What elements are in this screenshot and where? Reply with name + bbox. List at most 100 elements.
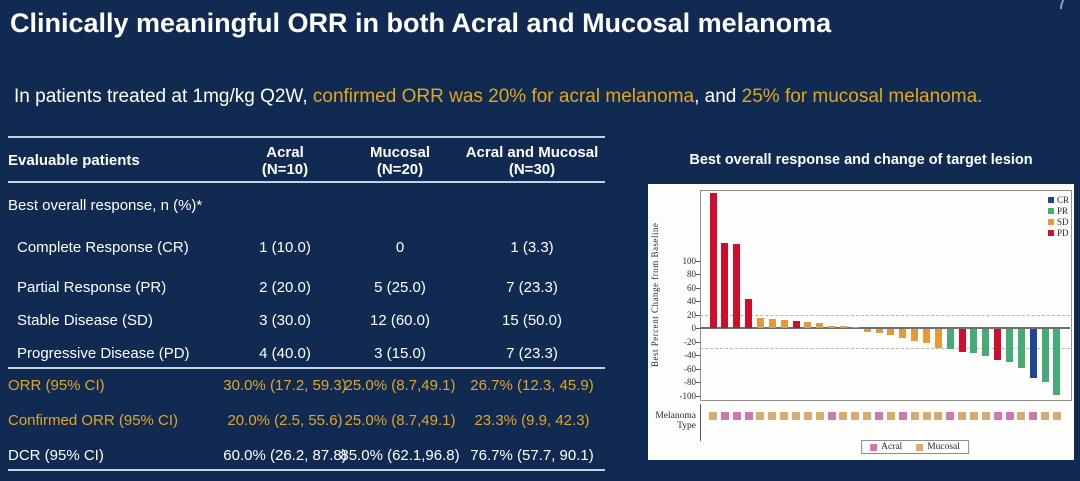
table-row: Best overall response, n (%)*	[8, 196, 605, 216]
table-row: Stable Disease (SD) 3 (30.0) 12 (60.0) 15 (…	[8, 311, 605, 331]
melanoma-type-square	[958, 412, 967, 420]
row-label: DCR (95% CI)	[8, 447, 104, 464]
column-header-mucosal: Mucosal (N=20)	[330, 144, 470, 178]
cell-value: 12 (60.0)	[369, 312, 431, 329]
y-tick-label: -60	[684, 363, 696, 374]
melanoma-type-square	[922, 412, 931, 420]
legend-swatch	[1048, 219, 1054, 225]
cell-value: 4 (40.0)	[259, 345, 311, 362]
cell-value: 2 (20.0)	[259, 279, 311, 296]
waterfall-bar	[1017, 329, 1025, 368]
column-header-acral: Acral (N=10)	[210, 144, 360, 178]
melanoma-type-square	[934, 412, 943, 420]
row-label: Confirmed ORR (95% CI)	[8, 412, 179, 429]
waterfall-bar	[768, 318, 776, 329]
waterfall-bar	[816, 322, 824, 329]
melanoma-type-square	[1029, 412, 1038, 420]
y-tick-mark	[696, 368, 700, 370]
melanoma-type-square	[981, 412, 990, 420]
melanoma-type-square	[1005, 412, 1014, 420]
zero-axis-line	[700, 327, 1070, 330]
subtitle-plain-2: , and	[694, 86, 742, 107]
waterfall-bar	[804, 322, 812, 329]
plot-box	[700, 190, 1072, 401]
cell-value: 7 (23.3)	[506, 279, 558, 296]
melanoma-type-square	[792, 412, 801, 420]
subtitle-highlight-acral: confirmed ORR was 20% for acral melanoma	[312, 86, 695, 107]
waterfall-bar	[923, 329, 931, 344]
y-tick-mark	[696, 328, 700, 330]
waterfall-bar	[970, 329, 978, 354]
cell-value: 23.3% (9.9, 42.3)	[474, 412, 590, 429]
waterfall-bar	[911, 329, 919, 341]
y-tick-label: 80	[687, 269, 696, 280]
waterfall-bar	[1053, 329, 1061, 395]
waterfall-bar	[792, 321, 800, 329]
melanoma-type-square	[827, 412, 836, 420]
page-number: 7	[1056, 0, 1069, 14]
waterfall-bar	[899, 329, 907, 338]
y-tick-label: -20	[684, 336, 696, 347]
table-row: Partial Response (PR) 2 (20.0) 5 (25.0) 7 (…	[8, 278, 605, 298]
melanoma-type-square	[803, 412, 812, 420]
melanoma-type-square	[780, 412, 789, 420]
waterfall-bar	[721, 242, 729, 329]
melanoma-type-square	[946, 412, 955, 420]
cell-value: 7 (23.3)	[506, 345, 558, 362]
cell-value: 1 (10.0)	[259, 239, 311, 256]
y-tick-mark	[696, 274, 700, 276]
row-label: Progressive Disease (PD)	[17, 345, 190, 362]
subtitle-highlight-mucosal: 25% for mucosal melanoma.	[741, 86, 983, 107]
y-tick-mark	[696, 395, 700, 397]
cell-value: 1 (3.3)	[510, 239, 554, 256]
melanoma-type-square	[744, 412, 753, 420]
reference-line	[700, 314, 1070, 316]
waterfall-bar	[745, 298, 753, 329]
melanoma-type-square	[851, 412, 860, 420]
results-table: Evaluable patients Acral (N=10) Mucosal …	[8, 0, 605, 481]
y-tick-label: 40	[687, 296, 696, 307]
chart-panel: Best Percent Change from Baseline 100 80 6…	[648, 184, 1074, 460]
table-row: ORR (95% CI) 30.0% (17.2, 59.3) 25.0% (8.7…	[8, 376, 605, 396]
cell-value: 15 (50.0)	[501, 312, 563, 329]
y-tick-mark	[696, 314, 700, 316]
melanoma-type-square	[815, 412, 824, 420]
table-rule-orr	[8, 367, 605, 369]
melanoma-type-square	[732, 412, 741, 420]
column-header-line2: (N=10)	[261, 161, 309, 178]
legend-label: Mucosal	[927, 442, 960, 452]
legend-label: PR	[1057, 206, 1069, 216]
y-tick-mark	[696, 355, 700, 357]
cell-value: 25.0% (8.7,49.1)	[344, 412, 456, 429]
y-tick-mark	[696, 287, 700, 289]
cell-value: 76.7% (57.7, 90.1)	[470, 447, 594, 464]
y-tick-label: -40	[684, 350, 696, 361]
y-tick-mark	[696, 301, 700, 303]
column-header-acral-and-mucosal: Acral and Mucosal (N=30)	[440, 144, 624, 178]
legend-item: Acral	[870, 442, 902, 452]
row-label: Best overall response, n (%)*	[8, 197, 203, 214]
cell-value: 0	[395, 239, 405, 256]
cell-value: 5 (25.0)	[374, 279, 426, 296]
column-header-line1: Mucosal	[369, 144, 430, 161]
melanoma-type-square	[1017, 412, 1026, 420]
melanoma-type-square	[863, 412, 872, 420]
cell-value: 60.0% (26.2, 87.8)	[223, 447, 347, 464]
legend-label: Acral	[881, 442, 903, 452]
column-header-line2: (N=30)	[508, 161, 556, 178]
waterfall-bar	[839, 326, 847, 329]
legend-label: PD	[1057, 228, 1069, 238]
table-rule-top	[8, 136, 605, 138]
cell-value: 30.0% (17.2, 59.3)	[223, 377, 347, 394]
melanoma-type-square	[1041, 412, 1050, 420]
cell-value: 3 (30.0)	[259, 312, 311, 329]
table-row: Complete Response (CR) 1 (10.0) 0 1 (3.3)	[8, 238, 605, 258]
waterfall-bar	[828, 325, 836, 329]
slide-title: Clinically meaningful ORR in both Acral …	[10, 8, 832, 38]
legend-swatch	[1048, 208, 1054, 214]
row-label: Stable Disease (SD)	[17, 312, 153, 329]
table-rule-header	[8, 181, 605, 183]
row-label: ORR (95% CI)	[8, 377, 105, 394]
y-tick-mark	[696, 260, 700, 262]
